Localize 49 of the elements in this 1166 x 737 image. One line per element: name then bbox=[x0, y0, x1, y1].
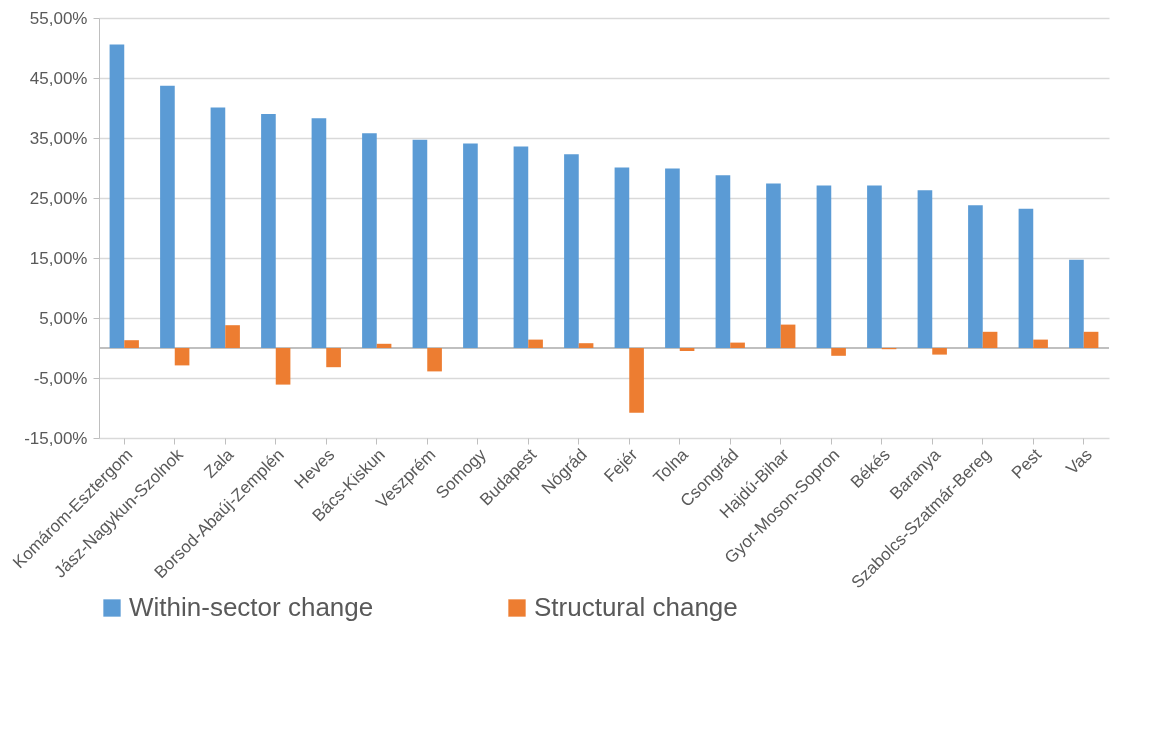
y-tick-label: 25,00% bbox=[29, 188, 88, 208]
y-tick-label: 55,00% bbox=[29, 8, 88, 28]
bar bbox=[513, 146, 529, 348]
bar bbox=[376, 343, 392, 348]
bar bbox=[564, 154, 579, 348]
bar bbox=[917, 190, 933, 348]
bar bbox=[1083, 331, 1099, 348]
bar bbox=[1069, 259, 1084, 348]
bar bbox=[766, 183, 781, 348]
bar bbox=[679, 348, 695, 351]
bar bbox=[730, 342, 745, 348]
y-tick-label: 5,00% bbox=[39, 308, 88, 328]
bar bbox=[261, 114, 276, 348]
bar bbox=[1033, 339, 1048, 348]
bar bbox=[780, 324, 796, 348]
bar bbox=[665, 168, 680, 348]
bar bbox=[982, 331, 998, 348]
bar bbox=[831, 348, 846, 356]
bar bbox=[225, 325, 240, 348]
legend-label: Structural change bbox=[534, 592, 738, 622]
legend-label: Within-sector change bbox=[129, 592, 374, 622]
bar bbox=[124, 340, 139, 348]
x-tick-label: Vas bbox=[1062, 445, 1096, 479]
bar bbox=[629, 348, 644, 413]
bar bbox=[578, 343, 594, 348]
bar bbox=[275, 348, 291, 385]
bar bbox=[412, 139, 428, 348]
bar bbox=[463, 143, 478, 348]
bar bbox=[210, 107, 226, 348]
bar bbox=[932, 348, 947, 355]
bar bbox=[362, 133, 377, 348]
bar bbox=[715, 175, 731, 348]
bar bbox=[614, 167, 630, 348]
y-tick-label: 15,00% bbox=[29, 248, 88, 268]
bar bbox=[1018, 208, 1034, 348]
y-tick-label: -15,00% bbox=[24, 428, 88, 448]
bar bbox=[867, 185, 882, 348]
bar bbox=[109, 44, 125, 348]
y-tick-label: 35,00% bbox=[29, 128, 88, 148]
bar bbox=[528, 339, 543, 348]
bar bbox=[427, 348, 442, 372]
bar bbox=[326, 348, 341, 368]
bar bbox=[160, 85, 175, 348]
bar bbox=[311, 118, 327, 348]
y-tick-label: 45,00% bbox=[29, 68, 88, 88]
y-tick-label: -5,00% bbox=[33, 368, 88, 388]
bar bbox=[968, 205, 983, 348]
bar bbox=[816, 185, 832, 348]
bar bbox=[174, 348, 190, 366]
